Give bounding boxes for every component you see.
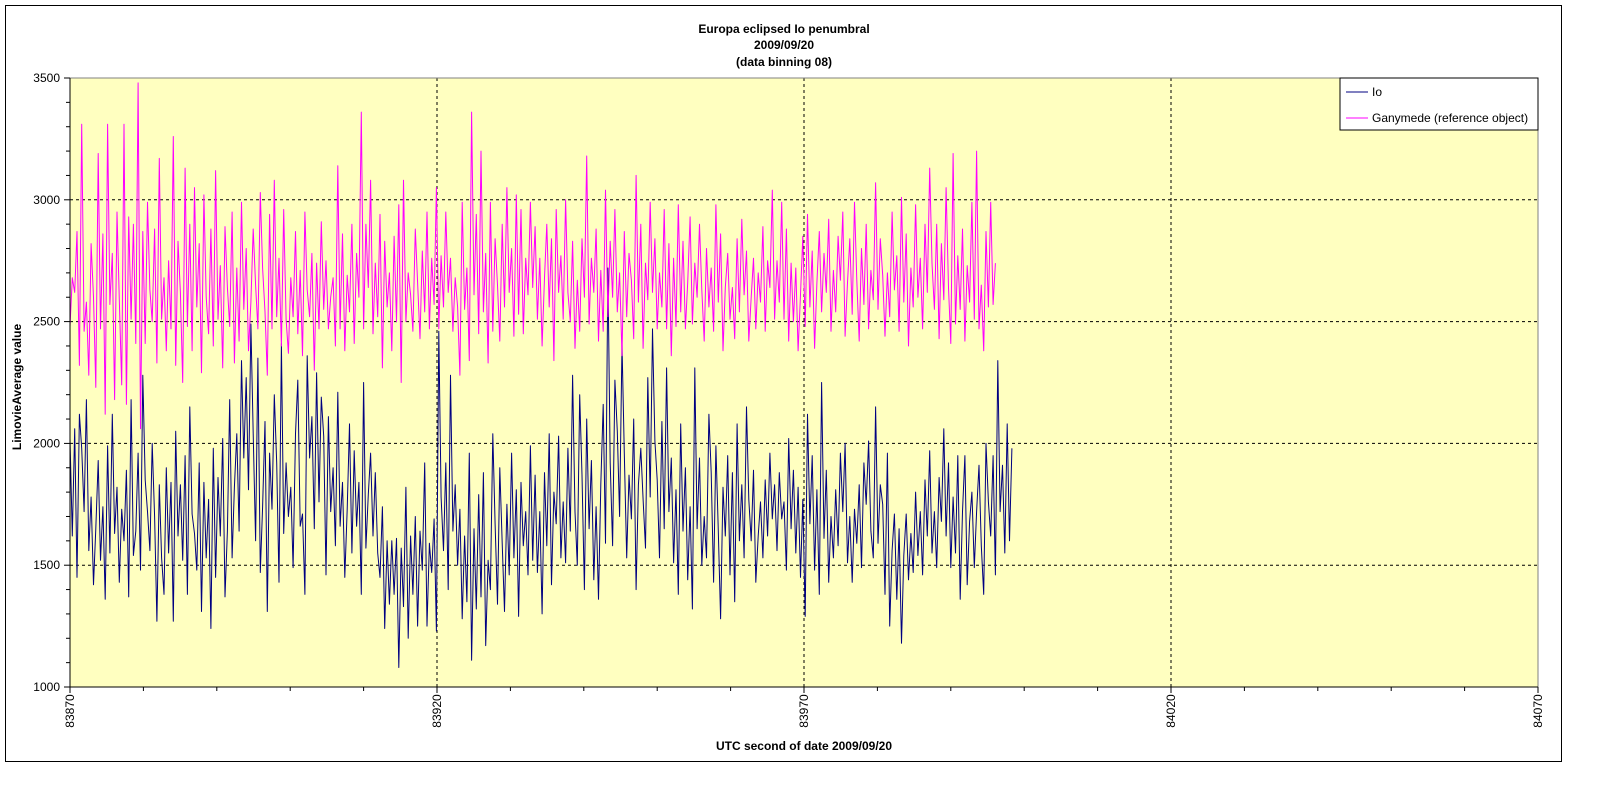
x-tick-label: 84070 bbox=[1531, 694, 1545, 728]
legend-box bbox=[1339, 77, 1539, 131]
legend: Io Ganymede (reference object) bbox=[1339, 77, 1539, 131]
legend-label: Io bbox=[1372, 85, 1382, 99]
y-tick-label: 2000 bbox=[33, 436, 60, 450]
x-axis-label: UTC second of date 2009/09/20 bbox=[716, 739, 892, 753]
line-chart: 1000 1500 2000 2500 3000 3500 83870 83920 83970… bbox=[10, 71, 1545, 753]
series-line bbox=[69, 267, 1013, 668]
series-line bbox=[69, 82, 996, 430]
chart-title-line-3: (data binning 08) bbox=[736, 55, 832, 69]
legend-label: Ganymede (reference object) bbox=[1372, 111, 1528, 125]
y-tick-label: 1000 bbox=[33, 680, 60, 694]
y-axis: 1000 1500 2000 2500 3000 3500 bbox=[33, 71, 71, 694]
y-tick-label: 3500 bbox=[33, 71, 60, 85]
x-tick-label: 83970 bbox=[797, 694, 811, 728]
x-tick-label: 83870 bbox=[63, 694, 77, 728]
x-axis: 83870 83920 83970 84020 84070 bbox=[63, 686, 1545, 728]
y-axis-label: LimovieAverage value bbox=[10, 324, 24, 451]
x-tick-label: 84020 bbox=[1164, 694, 1178, 728]
chart-title-line-1: Europa eclipsed Io penumbral bbox=[698, 22, 870, 36]
series-layer bbox=[69, 82, 1013, 668]
y-tick-label: 2500 bbox=[33, 315, 60, 329]
plot-area bbox=[70, 78, 1538, 687]
y-tick-label: 1500 bbox=[33, 558, 60, 572]
x-tick-label: 83920 bbox=[430, 694, 444, 728]
y-tick-label: 3000 bbox=[33, 193, 60, 207]
chart-title-line-2: 2009/09/20 bbox=[753, 38, 815, 52]
